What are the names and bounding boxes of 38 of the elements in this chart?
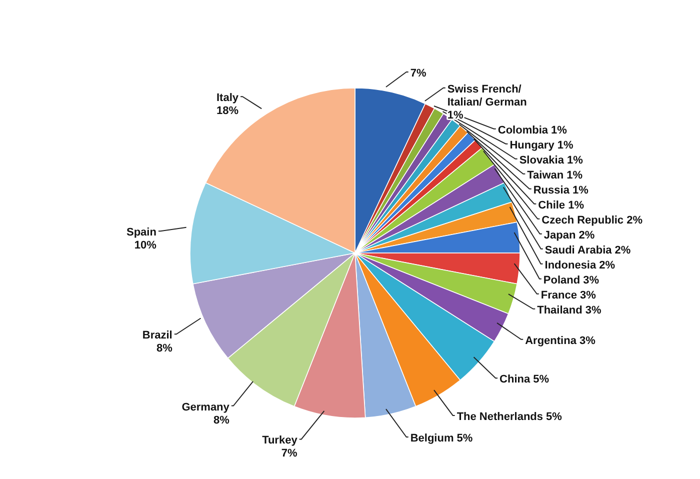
slice-label: Turkey bbox=[262, 434, 298, 447]
slice-label: The Netherlands 5% bbox=[434, 390, 562, 423]
slice-label: Turkey 7% bbox=[262, 410, 325, 460]
slice-label: The Netherlands 5% bbox=[456, 410, 562, 423]
slice-label: France 3% bbox=[540, 289, 596, 302]
slice-label: Saudi Arabia 2% bbox=[544, 244, 631, 256]
slice-label: Hungary 1% bbox=[510, 139, 574, 152]
slice-label: Czech Republic 2% bbox=[542, 214, 643, 226]
slice-label: Spain 10% bbox=[126, 226, 187, 252]
slice-label: China 5% bbox=[500, 374, 550, 386]
slice-label: Brazil bbox=[142, 330, 172, 342]
slice-label: Spain bbox=[126, 226, 157, 239]
data-label: 7% bbox=[410, 68, 426, 80]
slice-label: Italy 18% bbox=[216, 92, 262, 118]
slice-label: Swiss French/ Italian/ German bbox=[447, 83, 528, 108]
slice-label: 7% bbox=[386, 68, 426, 88]
slice-label: Argentina 3% bbox=[525, 334, 596, 347]
data-label: 7% bbox=[281, 448, 298, 460]
slice-label: Germany 8% bbox=[182, 381, 254, 426]
slice-label: Poland 3% bbox=[543, 274, 600, 286]
slice-label: Belgium 5% bbox=[410, 432, 473, 444]
slice-label: Colombia 1% bbox=[498, 124, 568, 136]
slice-label: Brazil 8% bbox=[142, 318, 202, 355]
slice-label: Slovakia 1% bbox=[519, 154, 584, 166]
data-label: 18% bbox=[216, 105, 239, 118]
slice-label: Russia 1% bbox=[533, 184, 589, 196]
slice-label: Chile 1% bbox=[538, 199, 584, 212]
slice-label: Argentina 3% bbox=[496, 322, 596, 347]
slice-label: Japan 2% bbox=[544, 229, 595, 242]
slice-label: Italy bbox=[216, 92, 240, 104]
slice-label: China 5% bbox=[473, 356, 550, 386]
slice-label: Indonesia 2% bbox=[544, 259, 616, 272]
data-label: 8% bbox=[156, 342, 173, 355]
slice-label: Germany bbox=[182, 401, 230, 414]
slice-label: Taiwan 1% bbox=[527, 169, 583, 182]
slice-label: Thailand 3% bbox=[537, 304, 602, 316]
data-label: 10% bbox=[134, 240, 157, 252]
data-label: 8% bbox=[214, 414, 230, 426]
